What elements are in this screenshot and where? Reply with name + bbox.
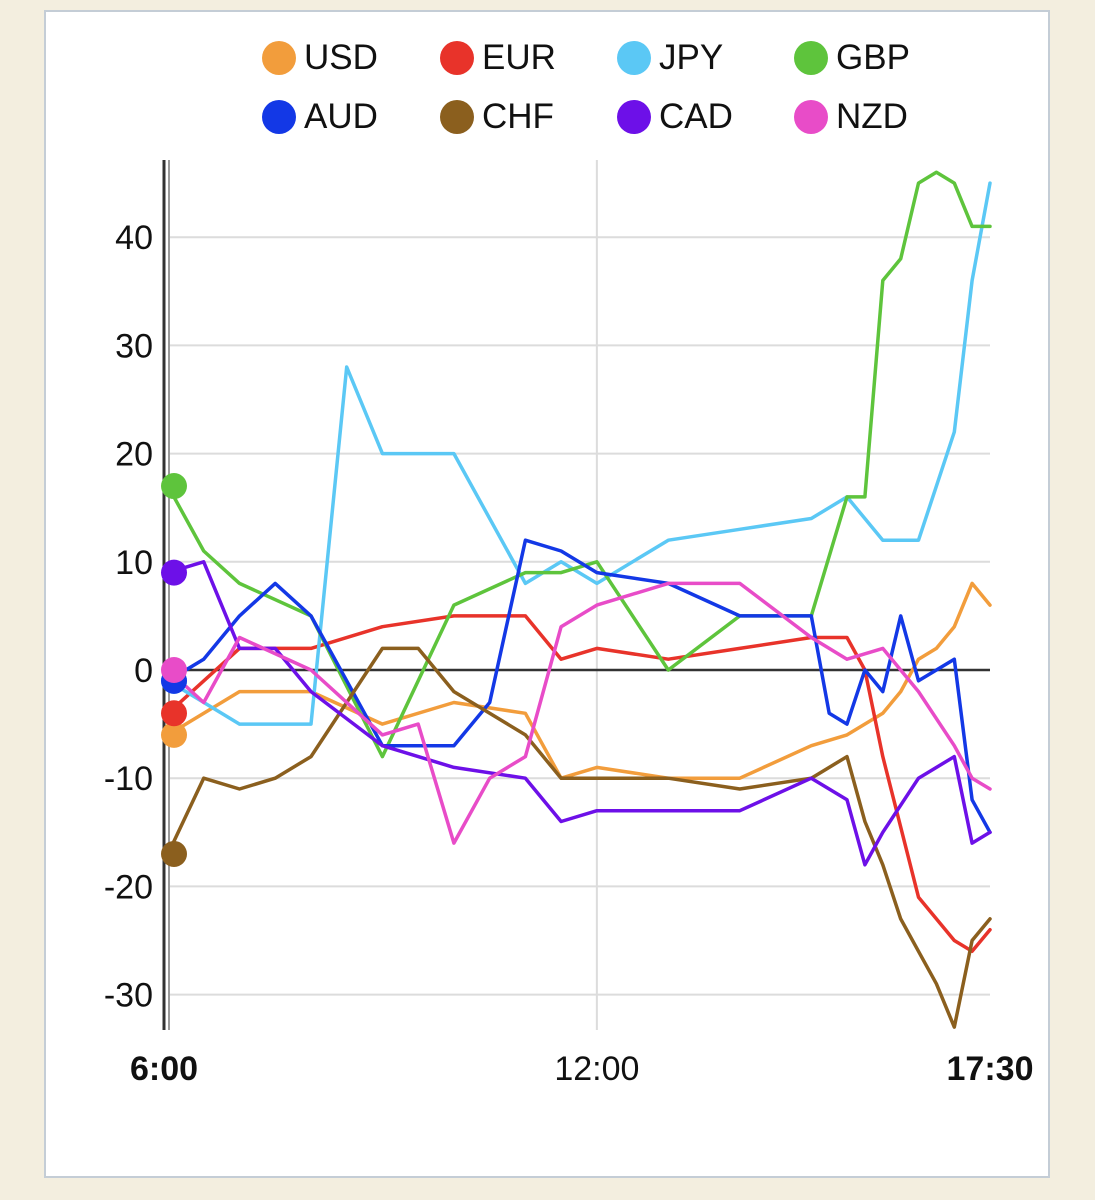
x-tick-label: 6:00: [130, 1050, 198, 1088]
y-tick-label: -30: [104, 977, 153, 1015]
legend-swatch: [794, 100, 828, 134]
chart-frame: [44, 10, 1050, 1178]
legend-label: GBP: [836, 38, 910, 77]
y-tick-label: -10: [104, 760, 153, 798]
legend-swatch: [440, 41, 474, 75]
y-tick-label: -20: [104, 868, 153, 906]
series-line-usd: [166, 581, 992, 780]
legend-item-gbp[interactable]: GBP: [794, 38, 910, 78]
legend-item-jpy[interactable]: JPY: [617, 38, 723, 78]
x-tick-label: 17:30: [947, 1050, 1034, 1088]
start-marker-eur[interactable]: [161, 700, 187, 727]
start-marker-gbp[interactable]: [161, 473, 187, 500]
series-line-jpy: [166, 181, 992, 726]
legend-swatch: [262, 41, 296, 75]
legend-item-chf[interactable]: CHF: [440, 97, 554, 137]
legend-item-usd[interactable]: USD: [262, 38, 378, 78]
legend-item-cad[interactable]: CAD: [617, 97, 733, 137]
legend-swatch: [440, 100, 474, 134]
y-tick-label: 20: [115, 436, 153, 474]
legend-label: EUR: [482, 38, 556, 77]
legend-label: AUD: [304, 97, 378, 136]
y-tick-label: 40: [115, 219, 153, 257]
start-marker-chf[interactable]: [161, 840, 187, 867]
series-line-chf: [166, 646, 992, 1029]
start-marker-cad[interactable]: [161, 559, 187, 586]
legend-label: CAD: [659, 97, 733, 136]
legend-swatch: [794, 41, 828, 75]
series-line-eur: [166, 614, 992, 954]
x-tick-label: 12:00: [554, 1050, 639, 1088]
legend-label: USD: [304, 38, 378, 77]
legend-item-aud[interactable]: AUD: [262, 97, 378, 137]
legend-item-nzd[interactable]: NZD: [794, 97, 908, 137]
series-line-nzd: [166, 581, 992, 845]
start-marker-nzd[interactable]: [161, 657, 187, 683]
legend-swatch: [617, 41, 651, 75]
legend-label: CHF: [482, 97, 554, 136]
start-marker-usd[interactable]: [161, 721, 187, 748]
y-tick-label: 10: [115, 544, 153, 582]
legend-item-eur[interactable]: EUR: [440, 38, 556, 78]
legend-swatch: [617, 100, 651, 134]
y-tick-label: 0: [134, 652, 153, 690]
legend-label: JPY: [659, 38, 724, 77]
y-tick-label: 30: [115, 327, 153, 365]
legend-swatch: [262, 100, 296, 134]
legend-label: NZD: [836, 97, 908, 136]
